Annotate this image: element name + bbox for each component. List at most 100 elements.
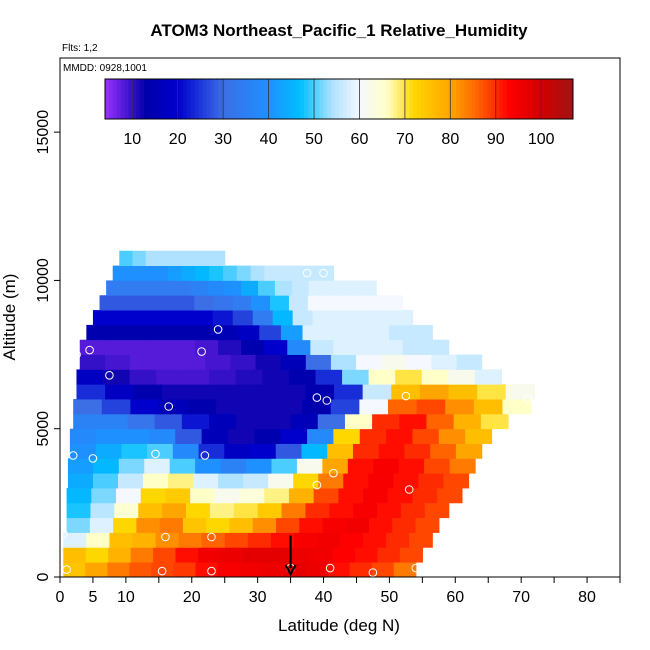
colorbar-swatch bbox=[245, 79, 250, 119]
heatmap-cell bbox=[195, 265, 210, 281]
heatmap-cell bbox=[172, 250, 180, 266]
colorbar-swatch bbox=[553, 79, 558, 119]
heatmap-cell bbox=[118, 295, 139, 311]
colorbar-swatch bbox=[385, 79, 391, 119]
heatmap-cell bbox=[372, 413, 400, 430]
heatmap-cell bbox=[137, 295, 157, 311]
colorbar-swatch bbox=[202, 79, 207, 119]
heatmap-cell bbox=[293, 532, 318, 548]
heatmap-cell bbox=[268, 473, 294, 489]
heatmap-cell bbox=[280, 324, 304, 341]
chart-title: ATOM3 Northeast_Pacific_1 Relative_Humid… bbox=[150, 21, 528, 40]
heatmap-cell bbox=[139, 280, 158, 296]
colorbar-swatch bbox=[198, 79, 203, 119]
heatmap-cell bbox=[132, 310, 154, 326]
heatmap-cell bbox=[79, 354, 106, 370]
colorbar-swatch bbox=[233, 79, 239, 119]
heatmap-cell bbox=[130, 547, 154, 563]
heatmap-cell bbox=[352, 443, 380, 459]
heatmap-cell bbox=[327, 443, 354, 459]
heatmap-cell bbox=[152, 310, 174, 326]
colorbar-swatch bbox=[401, 79, 406, 119]
heatmap-cell bbox=[239, 562, 263, 577]
heatmap-cell bbox=[426, 413, 455, 430]
colorbar-swatch bbox=[541, 79, 547, 119]
colorbar-swatch bbox=[409, 79, 414, 119]
colorbar-swatch bbox=[518, 79, 523, 119]
heatmap-cell bbox=[91, 488, 117, 504]
heatmap-cell bbox=[235, 369, 263, 385]
heatmap-cell bbox=[230, 354, 257, 370]
heatmap-cell bbox=[169, 458, 196, 474]
heatmap-cell bbox=[330, 399, 360, 415]
heatmap-cell bbox=[250, 443, 277, 459]
heatmap-cell bbox=[172, 310, 194, 326]
heatmap-cell bbox=[355, 547, 379, 563]
heatmap-cell bbox=[237, 324, 260, 341]
heatmap-cell bbox=[145, 250, 153, 266]
heatmap-cell bbox=[241, 339, 265, 355]
heatmap-cell bbox=[395, 369, 423, 385]
heatmap-cell bbox=[211, 250, 219, 266]
heatmap-cell bbox=[383, 295, 404, 311]
plot-frame bbox=[59, 57, 621, 578]
heatmap-cell bbox=[416, 399, 446, 415]
heatmap-cell bbox=[437, 488, 463, 504]
heatmap-cell bbox=[473, 399, 504, 415]
heatmap-cell bbox=[206, 517, 231, 533]
heatmap-cell bbox=[180, 354, 206, 370]
heatmap-cell bbox=[333, 339, 358, 355]
heatmap-cell bbox=[264, 339, 288, 355]
heatmap-cell bbox=[445, 399, 475, 415]
colorbar-swatch bbox=[167, 79, 172, 119]
colorbar-swatch bbox=[526, 79, 531, 119]
heatmap-cell bbox=[125, 339, 150, 355]
heatmap-cell bbox=[318, 473, 344, 489]
colorbar-swatch bbox=[475, 79, 480, 119]
arrow-head bbox=[284, 564, 297, 577]
heatmap-cell bbox=[113, 517, 137, 533]
heatmap-cell bbox=[258, 280, 276, 296]
observation-point bbox=[401, 391, 411, 401]
colorbar-swatch bbox=[300, 79, 305, 119]
heatmap-cell bbox=[398, 458, 425, 474]
heatmap-cell bbox=[76, 384, 106, 400]
x-tick-label: 0 bbox=[56, 589, 65, 606]
heatmap-cell bbox=[278, 265, 293, 281]
x-tick-label: 40 bbox=[315, 589, 333, 606]
heatmap-cell bbox=[305, 265, 321, 281]
heatmap-cell bbox=[66, 502, 92, 519]
heatmap-cell bbox=[305, 562, 329, 577]
colorbar-swatch bbox=[108, 79, 114, 119]
colorbar-tick-label: 40 bbox=[260, 131, 278, 148]
colorbar-swatch bbox=[393, 79, 398, 119]
colorbar-swatch bbox=[420, 79, 426, 119]
heatmap-cell bbox=[276, 384, 307, 400]
heatmap-cell bbox=[66, 517, 91, 533]
heatmap-cell bbox=[363, 488, 389, 504]
colorbar-swatch bbox=[569, 79, 574, 119]
observation-point bbox=[302, 268, 312, 278]
colorbar-swatch bbox=[456, 79, 461, 119]
heatmap-cell bbox=[330, 354, 357, 370]
heatmap-cell bbox=[315, 369, 343, 385]
heatmap-cell bbox=[168, 473, 194, 489]
observation-point bbox=[325, 563, 335, 573]
heatmap-cell bbox=[257, 502, 283, 519]
colorbar-swatch bbox=[444, 79, 449, 119]
colorbar-swatch bbox=[428, 79, 434, 119]
heatmap-cell bbox=[154, 413, 183, 430]
colorbar-swatch bbox=[561, 79, 566, 119]
y-axis: 0 5000 10000 15000 bbox=[35, 110, 60, 581]
heatmap-cell bbox=[400, 502, 426, 519]
heatmap-cell bbox=[129, 562, 153, 577]
heatmap-cell bbox=[218, 473, 244, 489]
colorbar-swatch bbox=[190, 79, 196, 119]
colorbar-swatch bbox=[389, 79, 395, 119]
heatmap-cell bbox=[272, 310, 294, 326]
colorbar-swatch bbox=[397, 79, 402, 119]
heatmap-cell bbox=[342, 280, 360, 296]
heatmap-cell bbox=[449, 458, 476, 474]
colorbar-swatch bbox=[378, 79, 383, 119]
heatmap-cell bbox=[185, 250, 193, 266]
